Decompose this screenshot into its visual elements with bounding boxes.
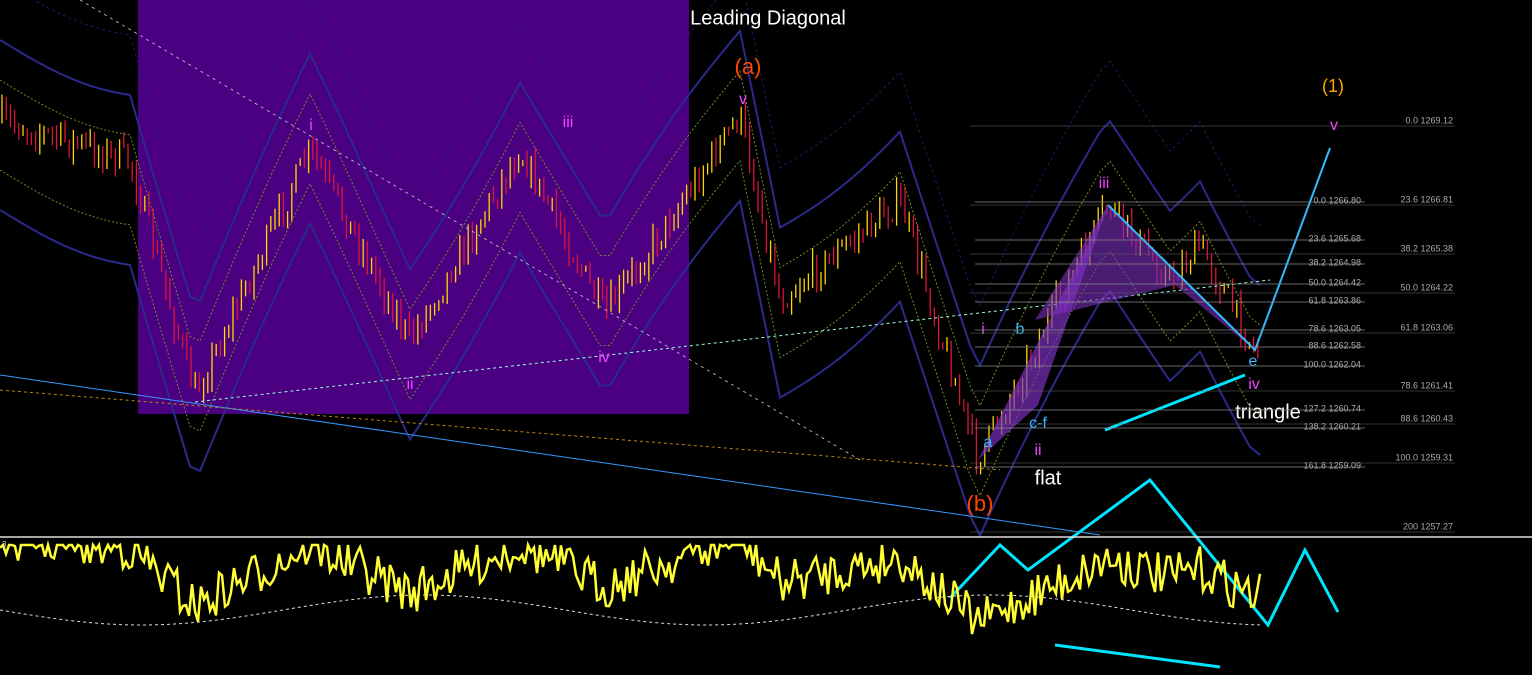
projection-arrow bbox=[1104, 373, 1246, 432]
panel-label: 3 bbox=[2, 540, 7, 549]
wave-label: triangle bbox=[1235, 401, 1301, 423]
wave-label: (a) bbox=[735, 54, 762, 79]
oscillator bbox=[0, 540, 1262, 635]
fib-label: 100.0 1262.04 bbox=[1303, 359, 1361, 369]
oscillator-signal bbox=[0, 594, 1261, 626]
decoration bbox=[0, 0, 1340, 669]
projection-arrow bbox=[1054, 643, 1221, 669]
fib-label: 200 1257.27 bbox=[1403, 521, 1453, 531]
fib-label: 88.6 1262.58 bbox=[1308, 340, 1361, 350]
fib-label: 61.8 1263.06 bbox=[1400, 322, 1453, 332]
wave-label: e bbox=[1249, 353, 1258, 370]
wave-label: (1) bbox=[1322, 76, 1344, 96]
band-line bbox=[0, 28, 1261, 368]
fib-label: 23.6 1266.81 bbox=[1400, 194, 1453, 204]
harmonic bbox=[1035, 205, 1255, 350]
fib-label: 38.2 1264.98 bbox=[1308, 257, 1361, 267]
fib-label: 50.0 1264.22 bbox=[1400, 282, 1453, 292]
trend-line bbox=[0, 374, 1101, 536]
fib-label: 50.0 1264.42 bbox=[1308, 277, 1361, 287]
fib-label: 100.0 1259.31 bbox=[1395, 452, 1453, 462]
fib-label: 0.0 1269.12 bbox=[1405, 115, 1453, 125]
trend-line bbox=[0, 389, 1001, 471]
wave-label: iv bbox=[598, 349, 610, 366]
wave-label: i bbox=[309, 117, 313, 134]
wave-labels: (a)viiiiiiiv(1)viiiibac-fiiflat(b)eivtri… bbox=[309, 54, 1344, 516]
chart-title: Leading Diagonal bbox=[690, 7, 846, 29]
fib-label: 88.6 1260.43 bbox=[1400, 413, 1453, 423]
wave-label: v bbox=[739, 91, 747, 108]
projection-arrow bbox=[948, 477, 1340, 628]
fib-label: 38.2 1265.38 bbox=[1400, 243, 1453, 253]
wave-label: flat bbox=[1035, 467, 1062, 489]
fib-label: 127.2 1260.74 bbox=[1303, 403, 1361, 413]
wave-path bbox=[1107, 147, 1331, 352]
highlight-zone bbox=[138, 0, 689, 414]
wave-label: a bbox=[984, 434, 993, 451]
wave-label: iv bbox=[1248, 376, 1260, 393]
fib-label: 78.6 1261.41 bbox=[1400, 380, 1453, 390]
fib-label: 0.0 1266.80 bbox=[1313, 195, 1361, 205]
wave-label: iii bbox=[1099, 175, 1110, 192]
wave-label: iii bbox=[563, 114, 574, 131]
wave-label: (b) bbox=[967, 491, 994, 516]
wave-label: ii bbox=[406, 376, 413, 393]
fib-label: 61.8 1263.86 bbox=[1308, 295, 1361, 305]
band-line bbox=[0, 69, 1261, 407]
fib-label: 78.6 1263.05 bbox=[1308, 323, 1361, 333]
wave-label: ii bbox=[1034, 442, 1041, 459]
fib-label: 23.6 1265.68 bbox=[1308, 233, 1361, 243]
fib-levels: 0.0 1266.80 23.6 1265.68 38.2 1264.98 50.0 … bbox=[970, 115, 1455, 533]
fib-label: 161.8 1259.09 bbox=[1303, 460, 1361, 470]
fib-label: 138.2 1260.21 bbox=[1303, 421, 1361, 431]
